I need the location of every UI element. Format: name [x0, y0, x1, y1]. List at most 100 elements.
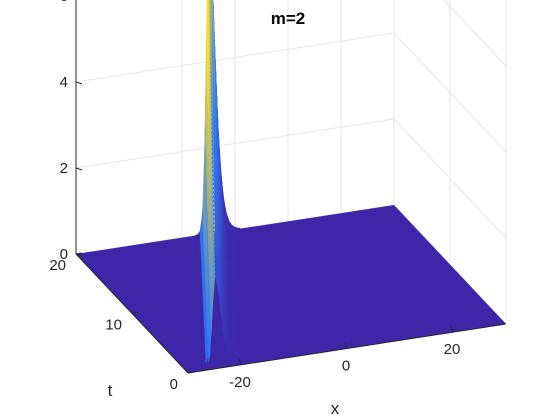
x-tick-label: 20 [444, 341, 461, 358]
t-axis-label: t [108, 381, 113, 400]
surface-patch [237, 239, 243, 242]
surface-patch [238, 281, 244, 285]
surface-patch [237, 242, 243, 246]
surface-patch [238, 332, 244, 336]
surface-patch [238, 280, 244, 283]
surface-patch [238, 261, 243, 264]
x-tick [450, 326, 454, 333]
surface-patch [236, 234, 242, 237]
surface-patch [239, 288, 245, 291]
surface-patch [237, 249, 243, 252]
grid-line [75, 32, 395, 83]
z-tick-label: 2 [60, 160, 68, 177]
grid-line [75, 118, 395, 169]
surface-patch [239, 287, 245, 290]
surface-patch [239, 304, 245, 307]
surface-patch [238, 338, 244, 341]
surface-patch [239, 305, 245, 309]
surface-patch [237, 258, 243, 261]
surface-patch [238, 329, 244, 332]
surface-patch [237, 312, 243, 315]
surface-patch [237, 241, 243, 244]
surface-patch [237, 315, 243, 319]
surface-patch [238, 331, 244, 334]
surface-patch [237, 244, 243, 247]
z-tick [75, 81, 83, 85]
surface-patch [238, 273, 244, 276]
surface-patch [236, 230, 242, 234]
surface-patch [238, 320, 243, 324]
surface-patch [240, 311, 246, 314]
z-tick-label: 6 [60, 0, 68, 5]
x-tick [344, 342, 348, 349]
surface-patch [238, 264, 244, 268]
surface-patch [239, 299, 245, 302]
surface-patch [239, 358, 245, 361]
x-tick [238, 358, 242, 365]
surface-patch [240, 307, 246, 310]
surface-patch [239, 353, 245, 356]
z-tick-label: 0 [60, 246, 68, 263]
surface-patch [238, 270, 244, 273]
surface-patch [238, 275, 244, 278]
surface-patch [238, 334, 244, 337]
surface-patch [239, 350, 245, 353]
surface-patch [239, 294, 245, 297]
surface-patch [238, 263, 244, 266]
x-tick-label: -20 [229, 374, 251, 391]
surface-patch [238, 324, 244, 327]
surface-patch [239, 348, 245, 351]
surface-patch [238, 322, 244, 326]
surface-patch [238, 336, 244, 339]
surface-patch [236, 227, 242, 230]
surface-patch [239, 300, 245, 303]
surface-patch [238, 339, 244, 343]
surface-patch [239, 290, 245, 293]
surface-patch [238, 326, 244, 329]
surface-patch [237, 319, 243, 322]
surface-patch [237, 317, 243, 321]
surface-patch [238, 341, 244, 344]
surface-patch [239, 297, 245, 300]
surface-patch [236, 232, 242, 236]
surface-patch [237, 254, 243, 257]
surface-patch [238, 271, 244, 274]
surface-patch [239, 360, 245, 363]
t-tick-label: 10 [105, 317, 122, 334]
surface-patch [239, 355, 245, 358]
surface-patch [239, 356, 245, 360]
surface-patch [237, 253, 243, 256]
x-axis-label: x [331, 399, 340, 418]
surface-patch [237, 256, 243, 259]
surface-patch [239, 302, 245, 305]
z-tick [75, 167, 83, 171]
surface-patch [238, 266, 244, 269]
surface-patch [236, 235, 242, 239]
surface-patch [237, 246, 243, 249]
t-tick [131, 312, 139, 314]
surface-base [76, 205, 506, 373]
surface-patch [238, 278, 244, 281]
surface-patch [238, 327, 244, 331]
surface-patch [238, 268, 244, 271]
x-tick-label: 0 [342, 358, 350, 375]
surface-patch [239, 344, 245, 348]
surface-patch [237, 247, 243, 251]
t-tick [187, 371, 195, 374]
chart-title: m=2 [271, 9, 306, 28]
surface-patch [239, 285, 245, 288]
surface-patch [239, 351, 245, 355]
surface-patch [238, 276, 244, 280]
surface-patch [239, 346, 245, 349]
t-tick-label: 20 [49, 257, 66, 274]
surface-patch [237, 251, 243, 254]
surface-patch [240, 309, 246, 312]
surface-patch [239, 295, 245, 298]
surface-patch [236, 229, 242, 232]
surface-patch [237, 259, 243, 263]
z-tick-label: 4 [60, 74, 68, 91]
surface [76, 0, 506, 373]
